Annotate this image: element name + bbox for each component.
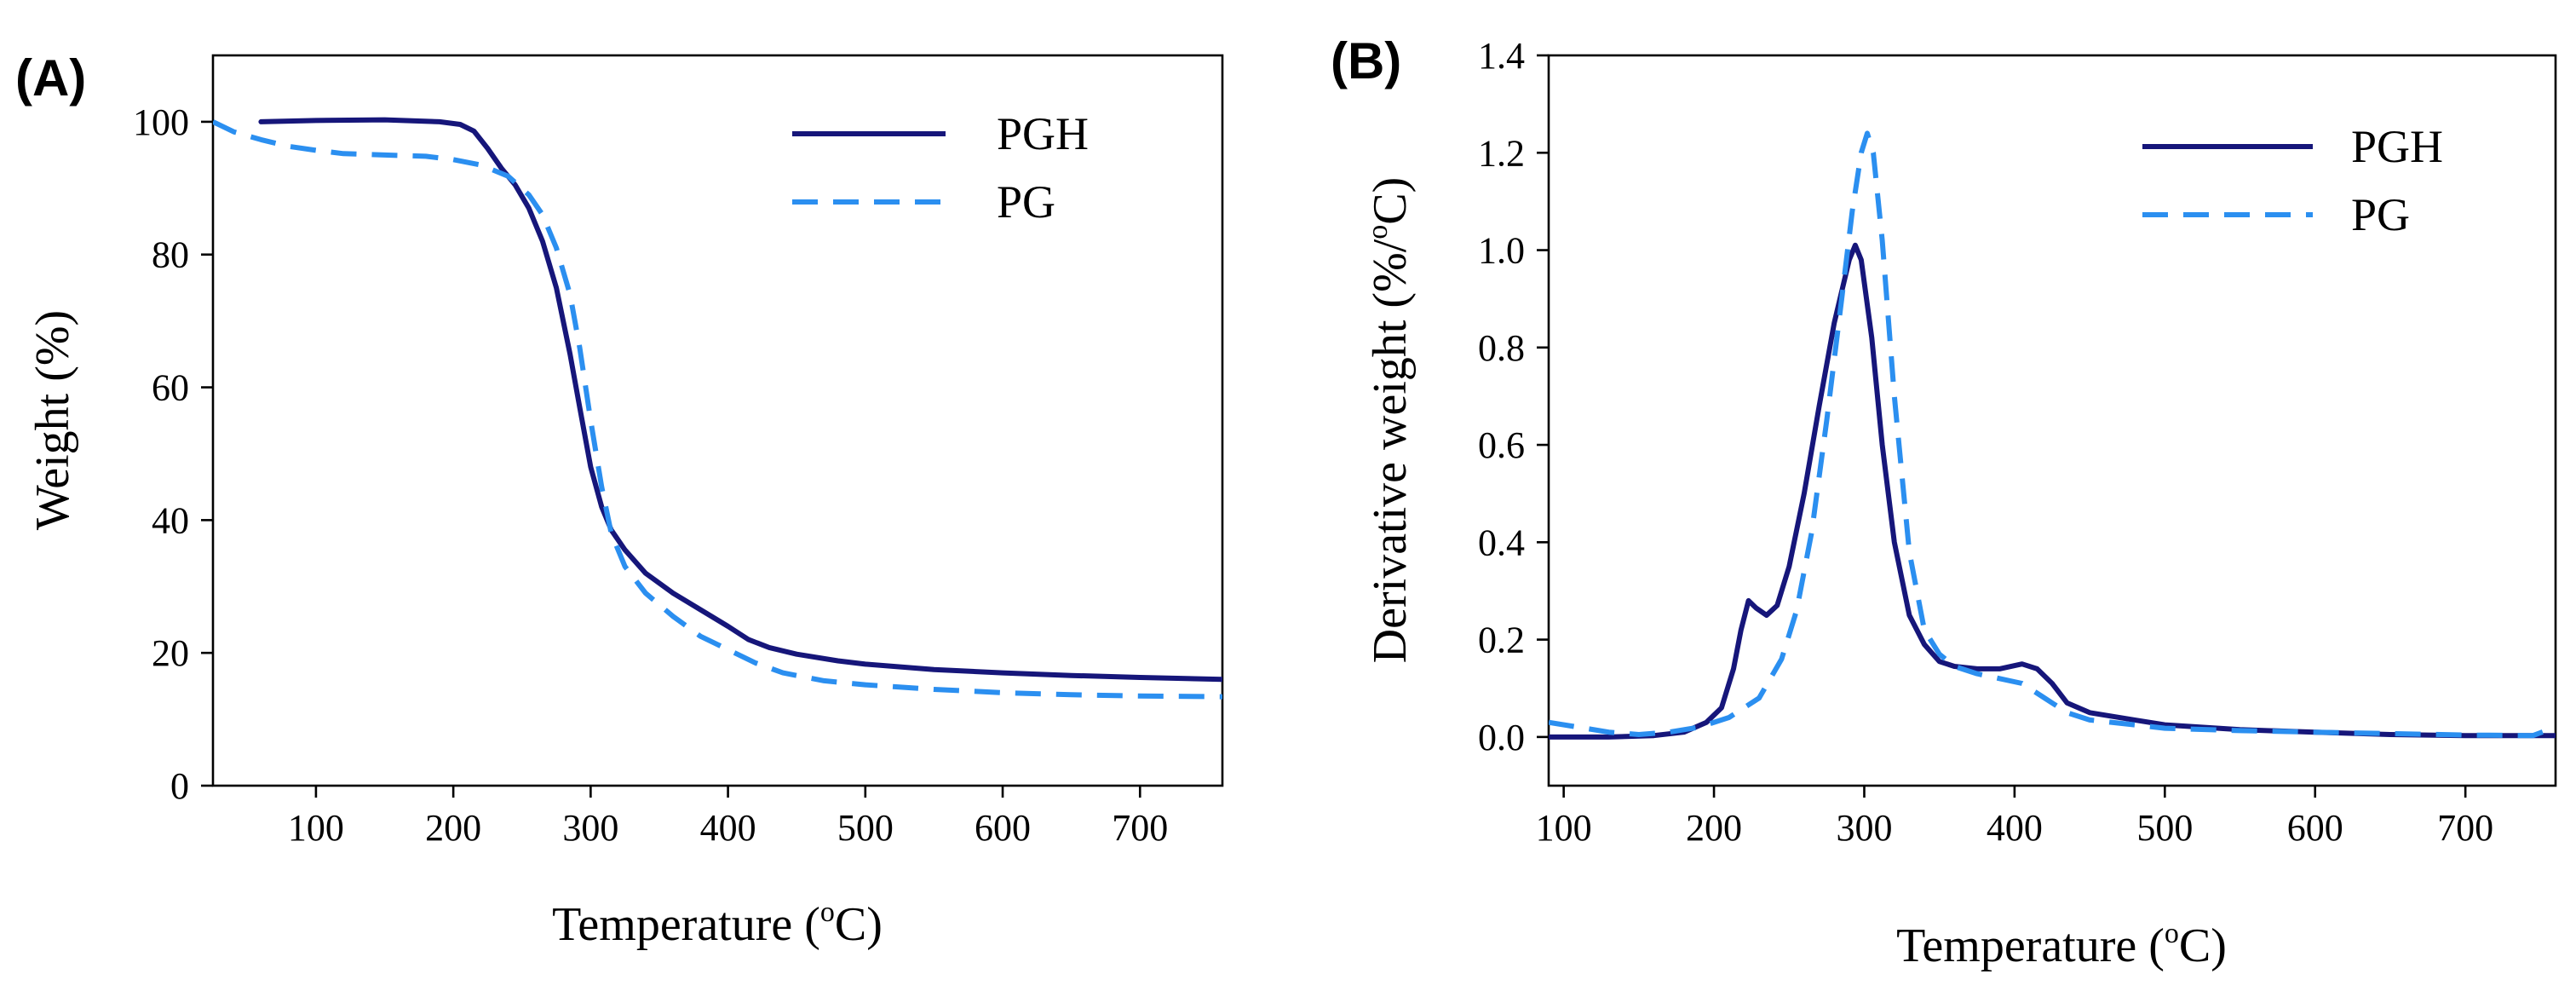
y-tick-label: 0.4 xyxy=(1478,522,1525,563)
y-tick-label: 60 xyxy=(152,367,189,409)
x-tick-label: 200 xyxy=(1686,807,1742,849)
panel-b-chart: (B) 100 200 300 400 500 600 700 0.0 0.2 0.4 0.6 0.8 1… xyxy=(1331,32,2557,972)
x-tick-label: 600 xyxy=(975,807,1031,849)
y-tick-label: 1.4 xyxy=(1478,35,1525,77)
y-tick-label: 1.2 xyxy=(1478,132,1525,174)
series-line-pg xyxy=(213,119,1222,700)
x-tick-label: 600 xyxy=(2287,807,2343,849)
y-tick-label: 1.0 xyxy=(1478,230,1525,272)
y-tick-label: 0 xyxy=(170,765,189,807)
series-line-pgh xyxy=(1549,242,2556,740)
legend-label-pg: PG xyxy=(997,176,1055,228)
series-line-pgh xyxy=(258,117,1222,683)
y-tick-label: 20 xyxy=(152,632,189,674)
y-axis-title: Derivative weight (%/oC) xyxy=(1362,177,1417,664)
legend-label-pgh: PGH xyxy=(997,108,1089,159)
legend-label-pgh: PGH xyxy=(2351,121,2443,172)
x-tick-label: 300 xyxy=(562,807,618,849)
x-tick-label: 400 xyxy=(700,807,756,849)
y-tick-label: 0.0 xyxy=(1478,717,1525,758)
x-tick-label: 300 xyxy=(1836,807,1892,849)
y-tick-label: 0.2 xyxy=(1478,620,1525,661)
x-tick-label: 100 xyxy=(288,807,344,849)
y-axis-title: Weight (%) xyxy=(26,310,79,530)
x-tick-label: 200 xyxy=(425,807,481,849)
x-tick-label: 700 xyxy=(1112,807,1168,849)
series-line-pg xyxy=(1549,130,2556,739)
panel-label: (B) xyxy=(1331,32,1401,89)
y-tick-label: 0.8 xyxy=(1478,327,1525,369)
plot-frame xyxy=(1547,54,2557,787)
x-tick-label: 500 xyxy=(2136,807,2193,849)
legend-label-pg: PG xyxy=(2351,189,2410,240)
y-tick-label: 40 xyxy=(152,499,189,541)
x-tick-label: 400 xyxy=(1987,807,2043,849)
plot-frame xyxy=(211,54,1224,787)
y-tick-label: 100 xyxy=(133,101,189,143)
x-axis-title: Temperature (oC) xyxy=(552,896,883,951)
x-axis-title: Temperature (oC) xyxy=(1896,918,2227,972)
x-tick-label: 700 xyxy=(2437,807,2493,849)
x-tick-label: 500 xyxy=(837,807,894,849)
panel-label: (A) xyxy=(15,49,86,107)
panel-a-chart: (A) 100 200 300 400 500 600 700 0 20 40 60 80 100 Temp… xyxy=(15,49,1224,951)
y-tick-label: 80 xyxy=(152,234,189,276)
x-tick-label: 100 xyxy=(1536,807,1592,849)
y-tick-label: 0.6 xyxy=(1478,424,1525,466)
